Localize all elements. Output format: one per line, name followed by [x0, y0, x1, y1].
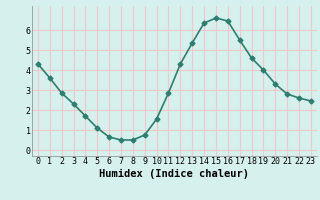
- X-axis label: Humidex (Indice chaleur): Humidex (Indice chaleur): [100, 169, 249, 179]
